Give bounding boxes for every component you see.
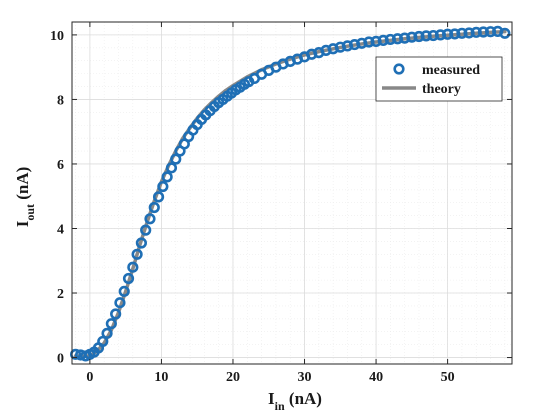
measured-point [127,261,139,273]
x-axis-label: Iin (nA) [268,389,322,413]
x-tick-label: 30 [298,370,312,385]
measured-point [161,171,173,183]
legend-label-theory: theory [422,82,461,97]
legend-label-measured: measured [422,63,480,78]
measured-point [463,27,475,39]
measured-point [110,308,122,320]
y-tick-label: 10 [50,29,64,44]
measured-point [170,153,182,165]
measured-point [413,30,425,43]
plot-frame [71,21,513,365]
measured-series [69,25,511,362]
measured-point [148,201,160,214]
measured-point [442,28,454,40]
measured-point [118,285,130,298]
measured-point [449,28,461,40]
measured-point [140,224,152,236]
measured-point [427,29,439,42]
measured-point [144,213,156,225]
measured-point [384,33,396,46]
measured-point [434,29,447,41]
measured-point [363,36,375,48]
y-tick-label: 0 [57,352,64,367]
measured-point [377,34,389,46]
measured-point [114,297,126,309]
measured-point [456,27,468,39]
y-tick-label: 8 [57,93,64,108]
legend: measured theory [375,56,503,102]
measured-point [391,33,404,45]
measured-point [165,162,178,174]
x-tick-label: 10 [154,370,168,385]
measured-point [131,248,143,260]
y-axis-label: Iout (nA) [13,167,37,228]
x-tick-label: 20 [226,370,240,385]
x-tick-label: 0 [86,370,93,385]
measured-point [135,237,147,249]
measured-point [152,191,165,203]
measured-point [406,31,418,43]
x-tick-label: 40 [369,370,383,385]
measured-point [157,180,169,193]
measured-point [470,26,482,38]
measured-point [499,27,511,39]
measured-point [420,30,432,42]
measured-point [477,26,489,38]
measured-point [122,272,135,285]
measured-point [370,35,382,47]
measured-point [484,26,497,38]
y-tick-label: 6 [57,158,64,173]
axis-ticks: 0 10 20 30 40 50 0 2 4 6 8 10 [50,22,512,385]
legend-marker-measured [393,63,405,75]
x-tick-label: 50 [441,370,455,385]
measured-point [97,335,109,348]
measured-point [105,318,117,330]
y-tick-label: 4 [57,222,64,237]
measured-point [399,32,411,44]
measured-point [69,348,82,360]
measured-point [101,327,113,339]
y-tick-label: 2 [57,287,64,302]
